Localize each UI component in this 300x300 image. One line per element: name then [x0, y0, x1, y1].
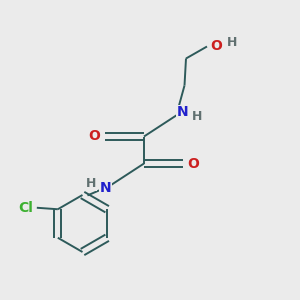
Text: O: O — [188, 157, 200, 170]
Text: H: H — [86, 177, 96, 190]
Text: H: H — [192, 110, 202, 123]
Text: Cl: Cl — [18, 201, 33, 215]
Text: O: O — [210, 40, 222, 53]
Text: N: N — [176, 106, 188, 119]
Text: O: O — [88, 130, 101, 143]
Text: N: N — [100, 181, 112, 194]
Text: H: H — [227, 35, 238, 49]
